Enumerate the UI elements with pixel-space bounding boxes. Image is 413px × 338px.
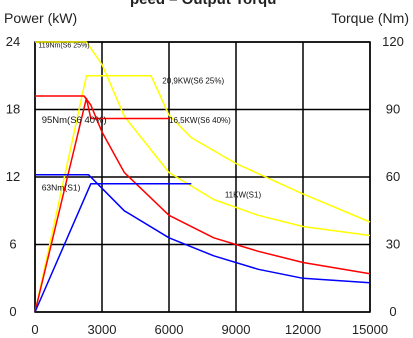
right-tick-label-4: 120 xyxy=(382,34,404,49)
right-axis-title: Torque (Nm) xyxy=(331,10,409,26)
left-tick-label-3: 18 xyxy=(6,102,20,117)
series-line-4 xyxy=(35,174,371,284)
right-tick-label-2: 60 xyxy=(386,169,400,184)
series-line-0 xyxy=(35,41,371,237)
x-tick-label-0: 0 xyxy=(31,322,38,337)
right-tick-label-0: 0 xyxy=(389,304,396,319)
left-tick-label-0: 0 xyxy=(9,304,16,319)
series-line-1 xyxy=(34,75,371,313)
series-line-5 xyxy=(34,183,192,313)
annotation-label-1: 20,9KW(S6 25%) xyxy=(162,77,224,86)
left-tick-label-1: 6 xyxy=(9,237,16,252)
left-axis-title: Power (kW) xyxy=(4,10,78,26)
annotation-label-3: 16,5KW(S6 40%) xyxy=(169,116,231,125)
x-tick-label-5: 15000 xyxy=(352,322,388,337)
x-tick-label-2: 6000 xyxy=(155,322,184,337)
x-tick-label-3: 9000 xyxy=(222,322,251,337)
series-line-3 xyxy=(34,97,169,313)
annotation-label-4: 63Nm(S1) xyxy=(42,183,81,193)
chart-title-partial: peed – Output Torqu xyxy=(130,0,276,8)
x-tick-label-4: 12000 xyxy=(285,322,321,337)
left-tick-label-2: 12 xyxy=(6,169,20,184)
right-tick-label-3: 90 xyxy=(386,102,400,117)
annotation-label-5: 11KW(S1) xyxy=(225,190,262,199)
left-tick-label-4: 24 xyxy=(6,34,20,49)
x-tick-label-1: 3000 xyxy=(88,322,117,337)
annotation-label-2: 95Nm(S6 40%) xyxy=(42,115,107,126)
right-tick-label-1: 30 xyxy=(386,237,400,252)
plot-frame xyxy=(34,41,371,313)
annotation-label-0: 119Nm(S6 25%) xyxy=(38,43,89,50)
